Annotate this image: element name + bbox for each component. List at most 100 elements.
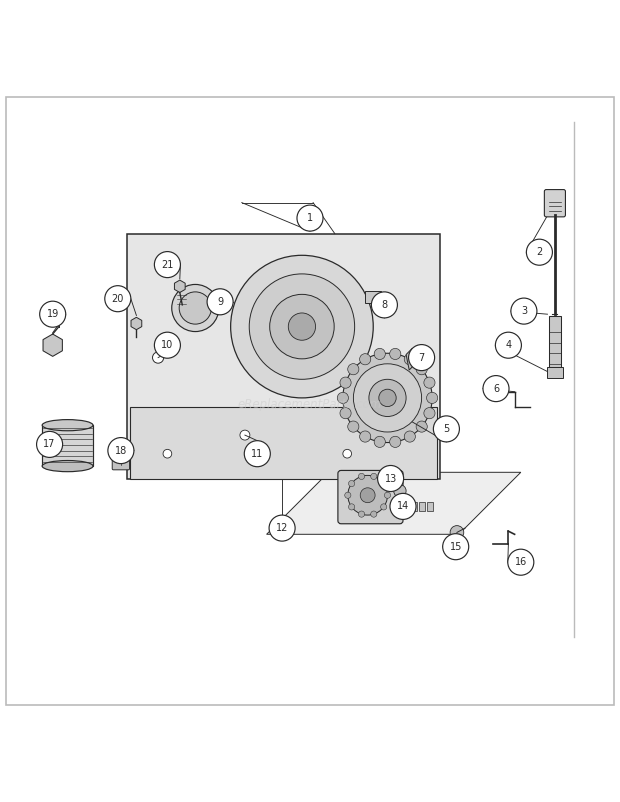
Circle shape <box>340 407 351 419</box>
Circle shape <box>511 298 537 324</box>
FancyBboxPatch shape <box>411 502 417 511</box>
Circle shape <box>172 285 219 331</box>
Circle shape <box>343 353 432 443</box>
Text: 5: 5 <box>443 424 449 434</box>
Circle shape <box>416 421 427 432</box>
Circle shape <box>381 480 387 487</box>
Circle shape <box>508 549 534 575</box>
Circle shape <box>288 313 316 340</box>
Circle shape <box>381 504 387 510</box>
Circle shape <box>348 480 355 487</box>
Ellipse shape <box>42 460 93 472</box>
Text: 18: 18 <box>115 446 127 456</box>
FancyBboxPatch shape <box>338 471 403 524</box>
Circle shape <box>390 348 401 359</box>
Text: 21: 21 <box>161 260 174 269</box>
Circle shape <box>390 493 416 520</box>
FancyBboxPatch shape <box>403 502 409 511</box>
Circle shape <box>154 332 180 358</box>
Text: 10: 10 <box>161 340 174 350</box>
Circle shape <box>240 430 250 440</box>
Circle shape <box>360 488 375 503</box>
Circle shape <box>179 292 211 324</box>
FancyBboxPatch shape <box>42 425 93 466</box>
Circle shape <box>433 416 459 442</box>
Text: 15: 15 <box>450 541 462 552</box>
FancyBboxPatch shape <box>544 189 565 217</box>
Circle shape <box>270 294 334 358</box>
Circle shape <box>353 364 422 432</box>
Circle shape <box>358 511 365 517</box>
Circle shape <box>526 239 552 265</box>
Polygon shape <box>130 407 437 479</box>
Circle shape <box>360 354 371 365</box>
FancyBboxPatch shape <box>6 97 614 705</box>
FancyBboxPatch shape <box>549 316 561 367</box>
Ellipse shape <box>42 419 93 431</box>
Text: 3: 3 <box>521 306 527 316</box>
FancyBboxPatch shape <box>112 452 130 470</box>
Circle shape <box>424 377 435 388</box>
Circle shape <box>404 431 415 442</box>
Text: 11: 11 <box>251 448 264 459</box>
Text: 4: 4 <box>505 340 511 350</box>
Text: 2: 2 <box>536 247 542 257</box>
Circle shape <box>231 255 373 398</box>
Circle shape <box>409 345 435 371</box>
Circle shape <box>495 332 521 358</box>
Circle shape <box>427 392 438 403</box>
Text: eReplacementParts.com: eReplacementParts.com <box>238 398 382 411</box>
Circle shape <box>244 440 270 467</box>
Circle shape <box>207 289 233 315</box>
Circle shape <box>358 473 365 480</box>
FancyBboxPatch shape <box>427 502 433 511</box>
Text: 17: 17 <box>43 439 56 449</box>
Text: 6: 6 <box>493 383 499 394</box>
Circle shape <box>269 515 295 541</box>
Circle shape <box>483 375 509 402</box>
Text: 9: 9 <box>217 297 223 307</box>
Circle shape <box>394 484 406 497</box>
Circle shape <box>450 525 464 539</box>
Text: 14: 14 <box>397 501 409 512</box>
Circle shape <box>348 421 359 432</box>
Circle shape <box>379 389 396 407</box>
Circle shape <box>154 252 180 277</box>
Circle shape <box>374 348 385 359</box>
Circle shape <box>348 363 359 375</box>
Polygon shape <box>43 334 63 356</box>
Circle shape <box>348 504 355 510</box>
Circle shape <box>374 436 385 448</box>
Text: 8: 8 <box>381 300 388 310</box>
Circle shape <box>371 292 397 318</box>
Text: 16: 16 <box>515 557 527 567</box>
Polygon shape <box>174 280 185 293</box>
Text: 1: 1 <box>307 213 313 223</box>
Circle shape <box>105 286 131 312</box>
Circle shape <box>343 449 352 458</box>
Circle shape <box>249 274 355 379</box>
Text: 12: 12 <box>276 523 288 533</box>
Text: 20: 20 <box>112 294 124 304</box>
Polygon shape <box>127 233 440 479</box>
Circle shape <box>443 533 469 560</box>
Circle shape <box>348 476 388 515</box>
Circle shape <box>108 438 134 464</box>
Circle shape <box>297 205 323 231</box>
Circle shape <box>371 511 377 517</box>
Circle shape <box>378 465 404 492</box>
Circle shape <box>40 302 66 327</box>
Text: 7: 7 <box>418 353 425 363</box>
Circle shape <box>416 363 427 375</box>
Text: 13: 13 <box>384 473 397 484</box>
Text: 19: 19 <box>46 310 59 319</box>
Circle shape <box>345 492 351 498</box>
FancyBboxPatch shape <box>419 502 425 511</box>
Circle shape <box>369 379 406 416</box>
Circle shape <box>384 492 391 498</box>
Polygon shape <box>406 348 415 370</box>
Circle shape <box>390 436 401 448</box>
Circle shape <box>404 354 415 365</box>
Circle shape <box>163 449 172 458</box>
FancyBboxPatch shape <box>365 290 381 303</box>
